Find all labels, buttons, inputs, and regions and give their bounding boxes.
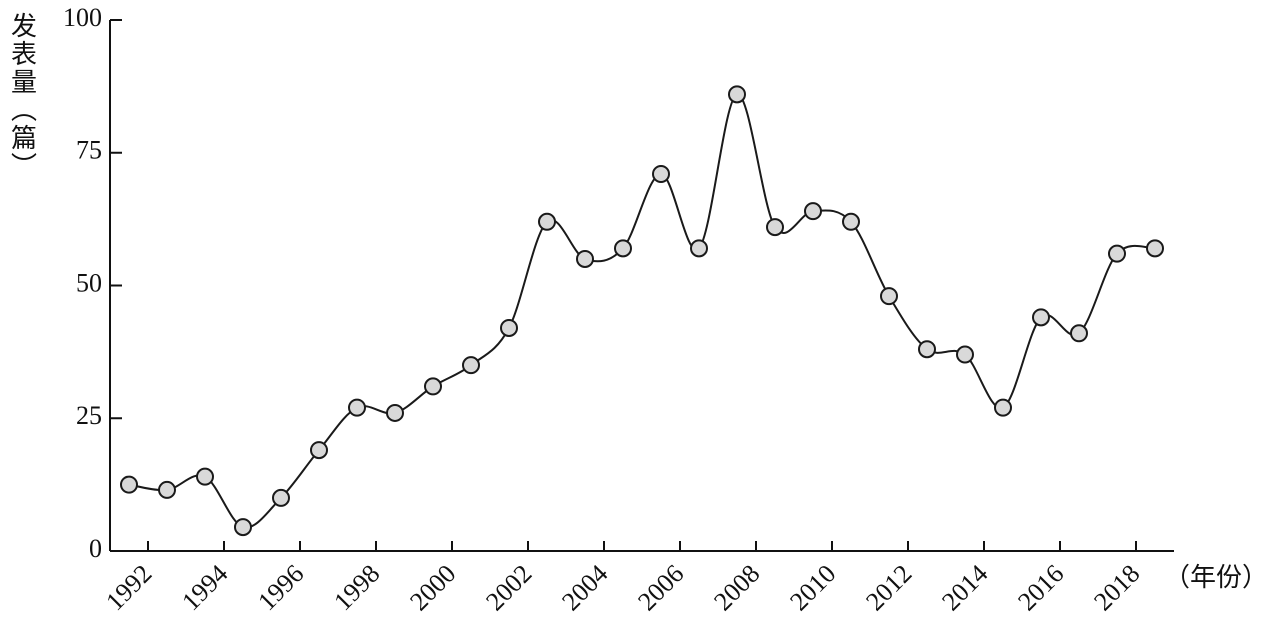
marker [462,356,480,375]
marker [842,212,860,231]
x-tick-label: 1994 [176,559,233,616]
marker [576,249,594,268]
marker [652,164,670,183]
marker [196,467,214,486]
marker [538,212,556,231]
marker [348,398,366,417]
marker [234,518,252,537]
marker [424,377,442,396]
marker [120,475,138,494]
y-tick-label: 0 [89,534,102,563]
marker [310,441,328,460]
x-tick-label: 1992 [100,559,157,616]
y-tick-label: 75 [76,136,102,165]
x-tick-label: 2012 [860,559,917,616]
marker [690,239,708,258]
y-tick-label: 50 [76,268,102,297]
x-tick-label: 2014 [936,559,993,616]
marker [158,480,176,499]
marker [272,488,290,507]
x-tick-label: 2006 [632,559,689,616]
x-tick-label: 2002 [480,559,537,616]
y-axis-label: 发表量（篇） [8,12,37,180]
marker [1108,244,1126,263]
marker [500,318,518,337]
marker [1032,308,1050,327]
x-tick-label: 2004 [556,559,613,616]
x-tick-label: 2010 [784,559,841,616]
y-tick-label: 25 [76,401,102,430]
marker [994,398,1012,417]
x-tick-label: 1998 [328,559,385,616]
marker [918,340,936,359]
x-tick-label: 1996 [252,559,309,616]
marker [804,202,822,221]
line [128,93,1156,529]
marker [766,218,784,237]
x-tick-label: 2016 [1012,559,1069,616]
x-tick-label: 2008 [708,559,765,616]
marker [956,345,974,364]
x-axis-label: （年份） [1164,563,1268,592]
y-tick-label: 100 [63,3,102,32]
marker [728,85,746,104]
marker [1070,324,1088,343]
x-tick-label: 2000 [404,559,461,616]
marker [880,287,898,306]
marker [386,403,404,422]
marker [614,239,632,258]
marker [1146,239,1164,258]
x-tick-label: 2018 [1088,559,1145,616]
